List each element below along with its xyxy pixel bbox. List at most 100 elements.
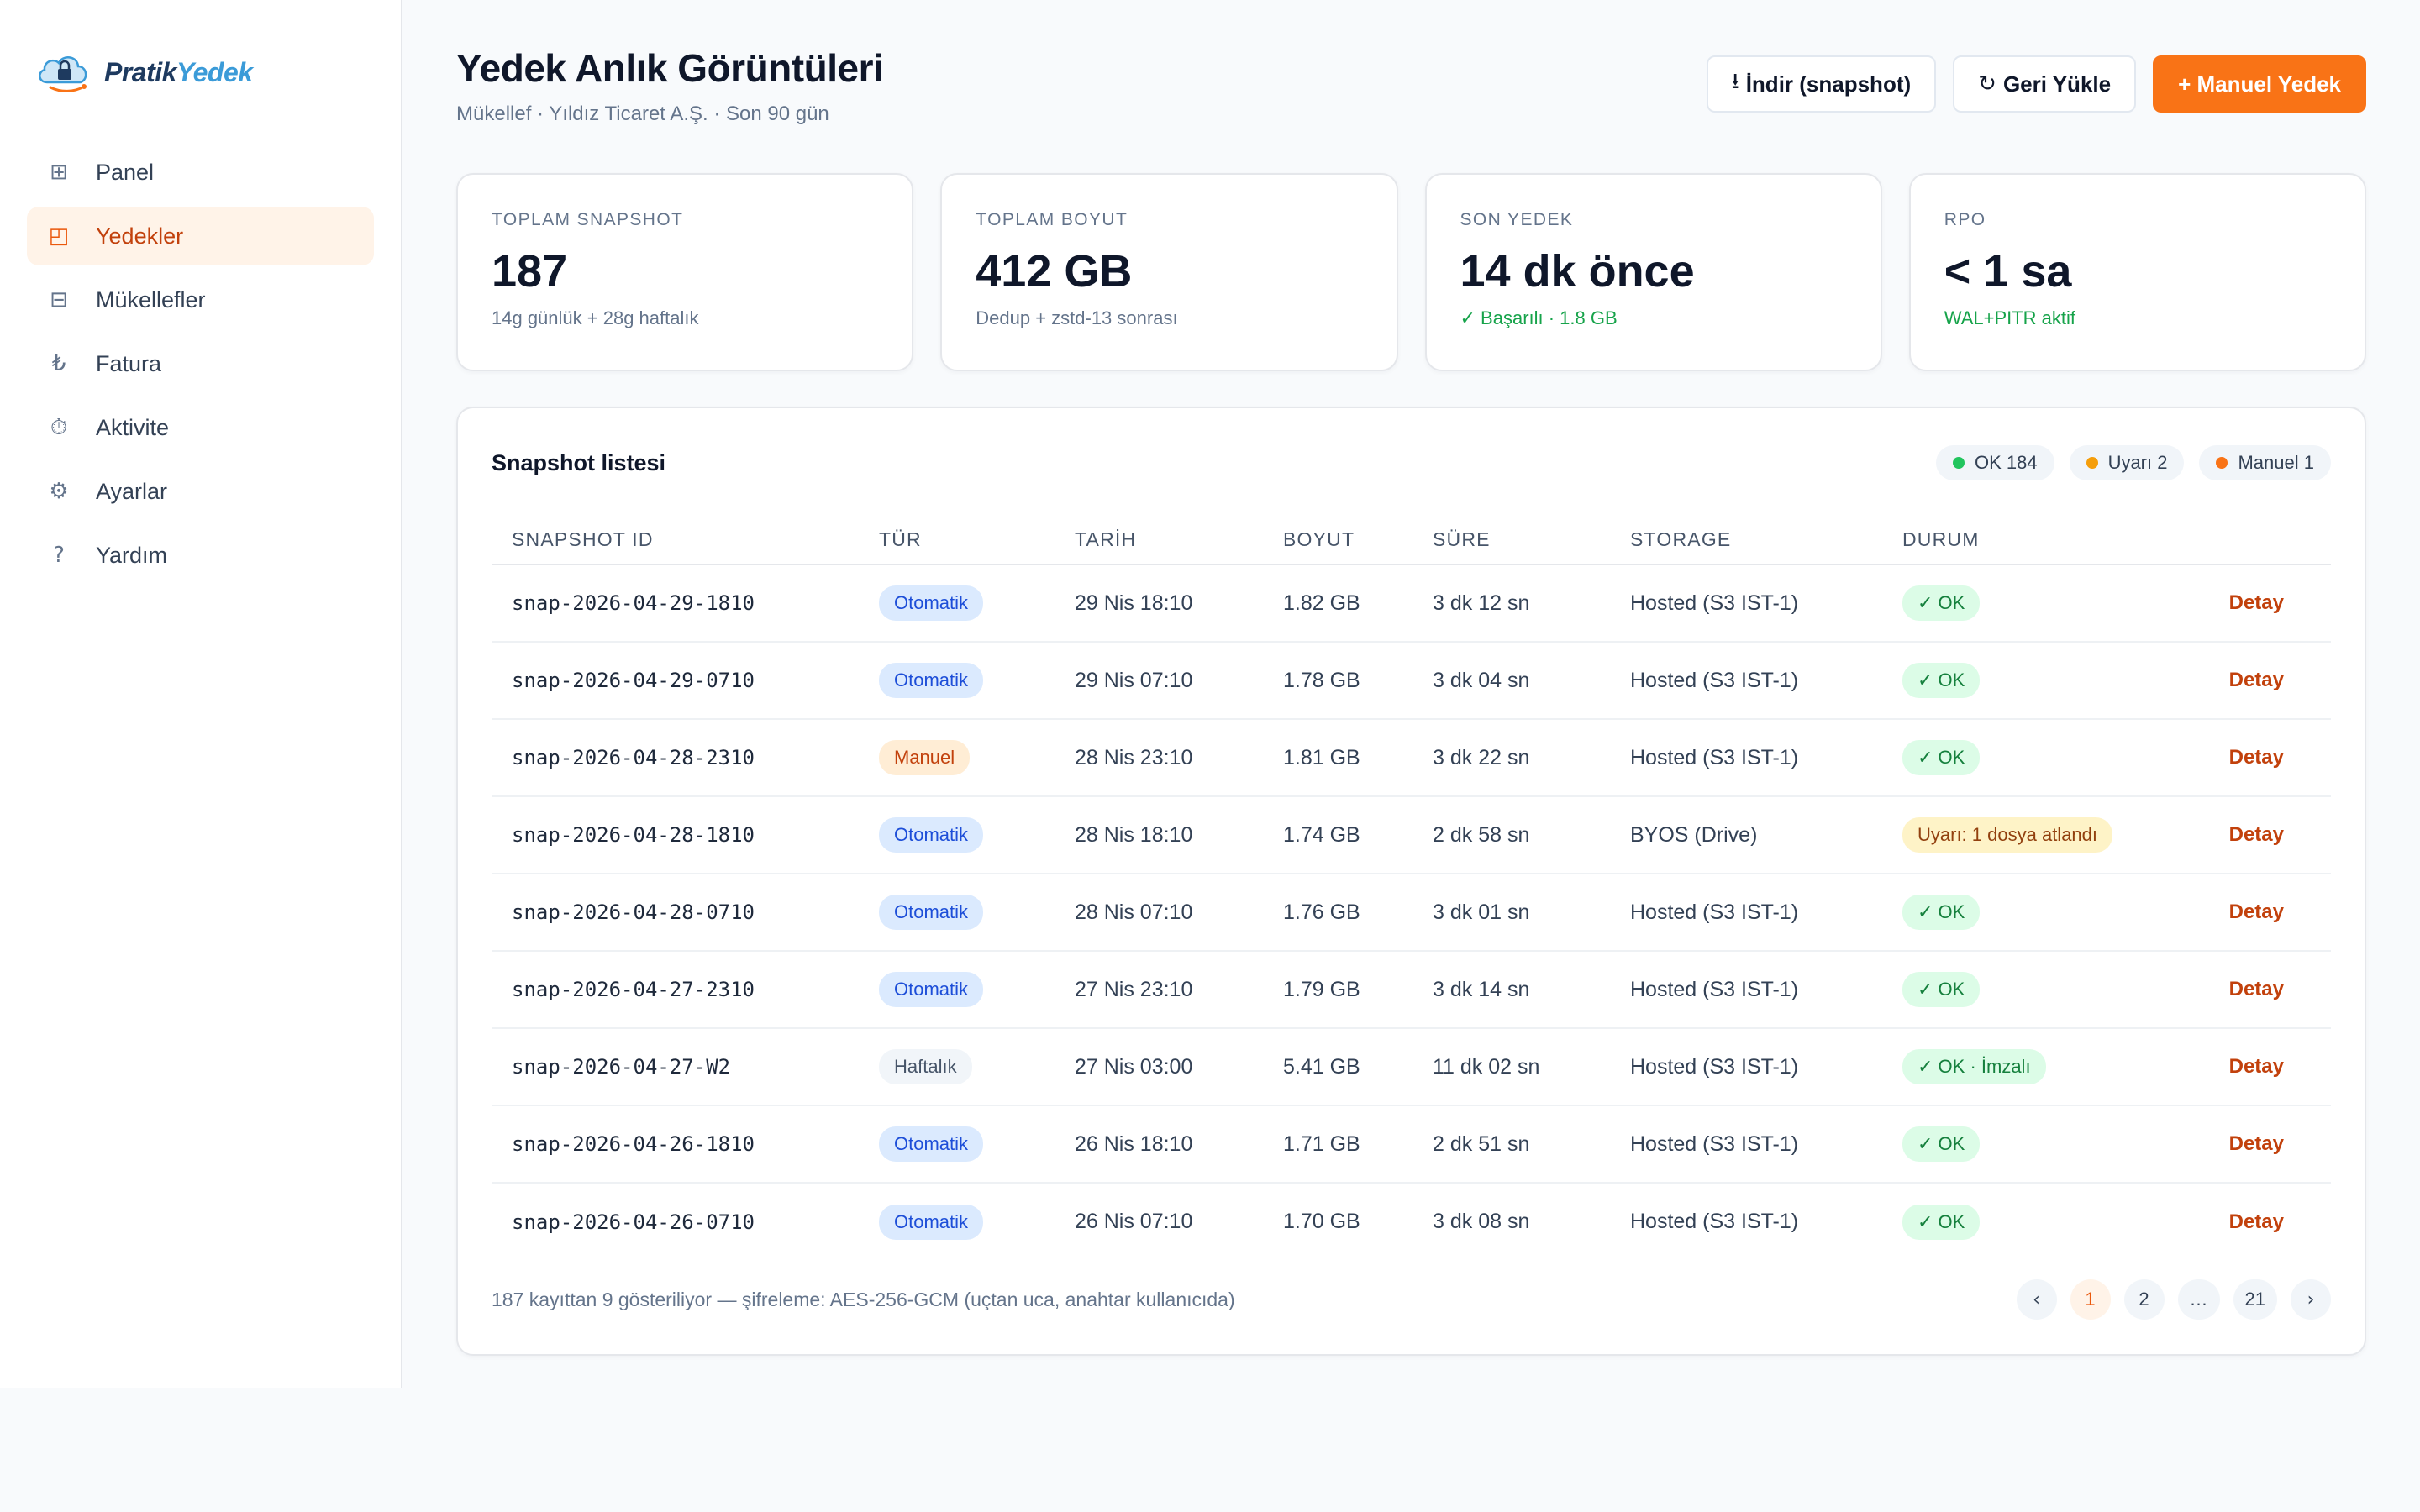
date-cell: 26 Nis 07:10 xyxy=(1075,1210,1193,1233)
detail-link[interactable]: Detay xyxy=(2118,1105,2331,1184)
duration-cell: 3 dk 22 sn xyxy=(1413,719,1610,797)
date-cell: 28 Nis 23:10 xyxy=(1055,719,1263,797)
backup-icon: ◰ xyxy=(48,223,70,249)
sidebar-item-label: Aktivite xyxy=(96,414,170,440)
legend-chip[interactable]: OK 184 xyxy=(1935,445,2054,480)
table-row[interactable]: snap-2026-04-27-2310 Otomatik 27 Nis 23:10… xyxy=(492,951,2331,1029)
size-cell: 1.82 GB xyxy=(1263,564,1413,643)
detail-link[interactable]: Detay xyxy=(2118,951,2331,1029)
sidebar-item-ayarlar[interactable]: ⚙ Ayarlar xyxy=(27,462,374,521)
page-header: Yedek Anlık Görüntüleri Mükellef · Yıldı… xyxy=(456,45,2366,129)
storage-cell: Hosted (S3 IST-1) xyxy=(1610,564,1882,643)
prev-page-button[interactable]: ‹ xyxy=(2016,1279,2057,1320)
sidebar-item-aktivite[interactable]: ⏱ Aktivite xyxy=(27,398,374,457)
status-badge: ✓ OK xyxy=(1902,740,1981,775)
sidebar-item-label: Fatura xyxy=(96,350,162,376)
download-icon: ⭳ xyxy=(1731,69,1739,94)
storage-cell: Hosted (S3 IST-1) xyxy=(1630,1210,1799,1233)
legend-chip-label: Uyarı 2 xyxy=(2107,452,2168,473)
detail-link[interactable]: Detay xyxy=(2118,796,2331,874)
sidebar-item-panel[interactable]: ⊞ Panel xyxy=(27,143,374,202)
snapshot-list-panel: Snapshot listesi OK 184 Uyarı 2 Manuel 1 S… xyxy=(456,407,2366,1356)
status-badge: ✓ OK xyxy=(1902,1204,1981,1240)
date-cell: 28 Nis 07:10 xyxy=(1055,874,1263,952)
sidebar-item-label: Mükellefler xyxy=(96,286,206,312)
type-cell: Haftalık xyxy=(859,1028,1055,1106)
duration-cell: 3 dk 01 sn xyxy=(1413,874,1610,952)
restore-button[interactable]: ↻ Geri Yükle xyxy=(1953,55,2137,113)
size-cell: 1.78 GB xyxy=(1263,642,1413,720)
status-badge: ✓ OK · İmzalı xyxy=(1902,1049,2046,1084)
detail-link[interactable]: Detay xyxy=(2228,1210,2284,1233)
type-cell: Otomatik xyxy=(859,874,1055,952)
detail-link[interactable]: Detay xyxy=(2118,874,2331,952)
sidebar-item-fatura[interactable]: ₺ Fatura xyxy=(27,334,374,393)
detail-link[interactable]: Detay xyxy=(2118,564,2331,643)
table-row[interactable]: snap-2026-04-27-W2 Haftalık 27 Nis 03:00 5.… xyxy=(492,1028,2331,1106)
detail-link[interactable]: Detay xyxy=(2118,642,2331,720)
stat-card-value: 187 xyxy=(492,246,568,297)
grid-icon: ⊞ xyxy=(50,160,68,185)
page-21-button[interactable]: 21 xyxy=(2233,1279,2277,1320)
column-header: TÜR xyxy=(859,516,1055,565)
duration-cell: 2 dk 58 sn xyxy=(1413,796,1610,874)
sidebar-item-yardim[interactable]: ? Yardım xyxy=(27,526,374,585)
type-badge: Otomatik xyxy=(879,895,984,930)
date-cell: 27 Nis 03:00 xyxy=(1055,1028,1263,1106)
main-content: Yedek Anlık Görüntüleri Mükellef · Yıldı… xyxy=(402,0,2420,1388)
table-row[interactable]: snap-2026-04-28-2310 Manuel 28 Nis 23:10 1.… xyxy=(492,719,2331,797)
page-1-button[interactable]: 1 xyxy=(2070,1279,2111,1320)
duration-cell: 3 dk 12 sn xyxy=(1413,564,1610,643)
header-actions: ⭳ İndir (snapshot) ↻ Geri Yükle + Manuel Y… xyxy=(1706,55,2366,113)
next-page-button[interactable]: › xyxy=(2291,1279,2331,1320)
legend-chip-label: Manuel 1 xyxy=(2238,452,2314,473)
table-row[interactable]: snap-2026-04-29-1810 Otomatik 29 Nis 18:10… xyxy=(492,564,2331,643)
legend-dot xyxy=(2086,457,2098,469)
table-body: snap-2026-04-29-1810 Otomatik 29 Nis 18:10… xyxy=(492,564,2331,1260)
column-header: STORAGE xyxy=(1610,516,1882,565)
sidebar-item-mukellefler[interactable]: ⊟ Mükellefler xyxy=(27,270,374,329)
status-badge: ✓ OK xyxy=(1902,663,1981,698)
storage-cell: Hosted (S3 IST-1) xyxy=(1610,1028,1882,1106)
type-cell: Otomatik xyxy=(859,564,1055,643)
status-badge: ✓ OK xyxy=(1902,585,1981,621)
size-cell: 1.79 GB xyxy=(1263,951,1413,1029)
table-row[interactable]: snap-2026-04-26-1810 Otomatik 26 Nis 18:10… xyxy=(492,1105,2331,1184)
stat-card-label: TOPLAM SNAPSHOT xyxy=(492,210,684,229)
legend-chip[interactable]: Uyarı 2 xyxy=(2069,445,2185,480)
status-cell: Uyarı: 1 dosya atlandı xyxy=(1882,796,2118,874)
sidebar-item-label: Yardım xyxy=(96,542,168,568)
brand-logo[interactable]: PratikYedek xyxy=(34,49,374,96)
status-cell: ✓ OK xyxy=(1882,874,2118,952)
manual-backup-button[interactable]: + Manuel Yedek xyxy=(2153,55,2366,113)
status-badge: Uyarı: 1 dosya atlandı xyxy=(1902,817,2113,853)
detail-link[interactable]: Detay xyxy=(2118,1028,2331,1106)
stat-card-value: 14 dk önce xyxy=(1460,246,1695,297)
table-row[interactable]: snap-2026-04-26-0710 Otomatik 26 Nis 07:10… xyxy=(492,1183,2331,1260)
sidebar: PratikYedek ⊞ Panel ◰ Yedekler ⊟ Mükellefler ₺… xyxy=(0,0,402,1388)
table-row[interactable]: snap-2026-04-29-0710 Otomatik 29 Nis 07:10… xyxy=(492,642,2331,720)
download-snapshot-button[interactable]: ⭳ İndir (snapshot) xyxy=(1706,55,1937,113)
duration-cell: 11 dk 02 sn xyxy=(1413,1028,1610,1106)
status-cell: ✓ OK xyxy=(1882,1183,2118,1260)
storage-cell: Hosted (S3 IST-1) xyxy=(1610,719,1882,797)
panel-title: Snapshot listesi xyxy=(492,449,666,475)
date-cell: 28 Nis 18:10 xyxy=(1055,796,1263,874)
table-row[interactable]: snap-2026-04-28-1810 Otomatik 28 Nis 18:10… xyxy=(492,796,2331,874)
sidebar-item-yedekler[interactable]: ◰ Yedekler xyxy=(27,207,374,265)
size-cell: 1.71 GB xyxy=(1263,1105,1413,1184)
table-row[interactable]: snap-2026-04-28-0710 Otomatik 28 Nis 07:10… xyxy=(492,874,2331,952)
legend-chip[interactable]: Manuel 1 xyxy=(2199,445,2331,480)
stat-card: TOPLAM SNAPSHOT 187 14g günlük + 28g hafta… xyxy=(456,173,914,371)
page-2-button[interactable]: 2 xyxy=(2123,1279,2165,1320)
storage-cell: Hosted (S3 IST-1) xyxy=(1610,951,1882,1029)
snapshot-id: snap-2026-04-29-0710 xyxy=(492,642,859,720)
cloud-lock-icon xyxy=(39,56,87,92)
sidebar-nav: ⊞ Panel ◰ Yedekler ⊟ Mükellefler ₺ Fatura ⏱ Aktiv… xyxy=(27,143,374,585)
restore-icon: ↻ xyxy=(1978,71,1996,97)
status-cell: ✓ OK xyxy=(1882,642,2118,720)
status-legend: OK 184 Uyarı 2 Manuel 1 xyxy=(1935,445,2331,480)
detail-link[interactable]: Detay xyxy=(2118,719,2331,797)
brand-name: PratikYedek xyxy=(104,56,253,87)
column-header: BOYUT xyxy=(1263,516,1413,565)
